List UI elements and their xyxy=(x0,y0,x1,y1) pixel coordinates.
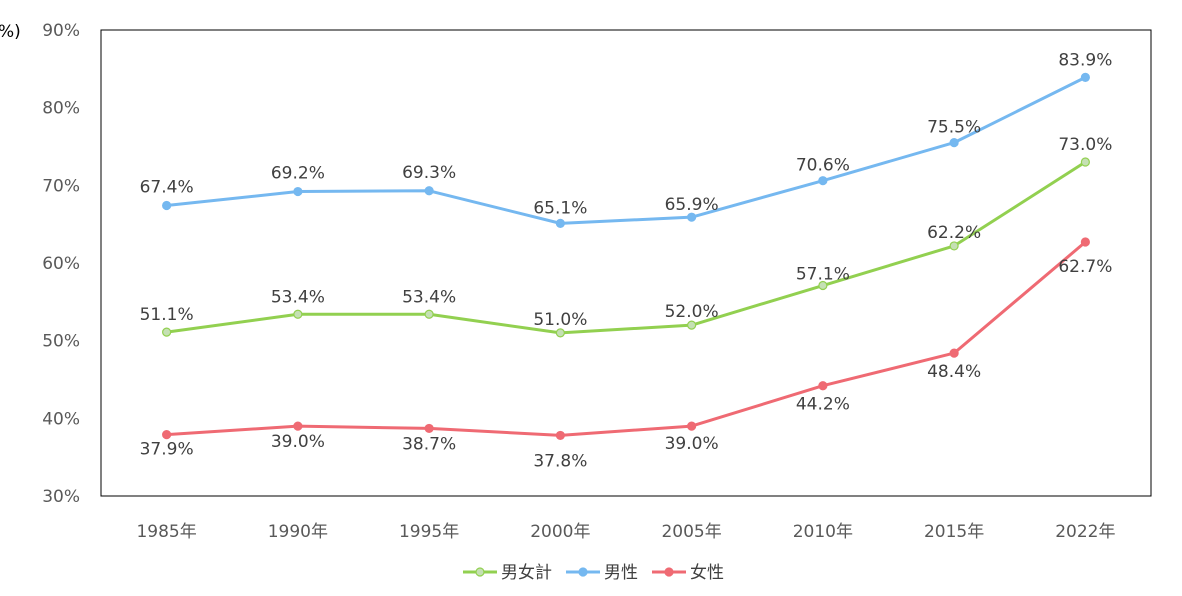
data-label: 48.4% xyxy=(927,362,981,382)
y-tick-label: 60% xyxy=(42,254,80,274)
data-point xyxy=(162,200,172,211)
y-tick-label: 50% xyxy=(42,332,80,352)
data-point xyxy=(162,327,172,337)
y-tick-label: 70% xyxy=(42,176,80,196)
data-point xyxy=(424,423,434,434)
series-line xyxy=(166,160,1087,335)
x-tick-label: 2015年 xyxy=(924,522,984,542)
series-line xyxy=(166,240,1087,437)
data-label: 39.0% xyxy=(665,434,719,454)
data-point xyxy=(818,176,828,186)
series-line xyxy=(166,76,1087,225)
y-tick-label: 30% xyxy=(42,487,80,507)
data-point xyxy=(1080,237,1090,247)
data-label: 53.4% xyxy=(271,287,325,307)
data-label: 62.2% xyxy=(927,223,981,243)
data-label: 73.0% xyxy=(1058,135,1112,155)
data-point xyxy=(949,348,959,358)
data-point xyxy=(555,328,565,338)
x-tick-label: 2005年 xyxy=(661,522,721,542)
plot-area-frame xyxy=(100,29,1152,497)
data-label: 65.1% xyxy=(533,198,587,218)
data-point xyxy=(555,218,565,228)
y-tick-label: 40% xyxy=(42,409,80,429)
data-point xyxy=(687,320,697,330)
data-label: 70.6% xyxy=(796,156,850,176)
data-point xyxy=(555,430,565,441)
y-axis-unit-label: %) xyxy=(0,22,21,42)
data-point xyxy=(293,186,303,197)
data-label: 57.1% xyxy=(796,265,850,285)
x-tick-label: 2000年 xyxy=(530,522,590,542)
data-label: 39.0% xyxy=(271,432,325,452)
data-label: 38.7% xyxy=(402,434,456,454)
data-point xyxy=(293,309,303,319)
data-label: 62.7% xyxy=(1058,257,1112,277)
x-axis-ticks: 1985年 1990年 1995年 2000年 2005年 2010年 2015年 2022年 xyxy=(136,522,1115,542)
legend-entry-label: 女性 xyxy=(690,563,724,583)
x-tick-label: 1990年 xyxy=(268,522,328,542)
x-tick-label: 2022年 xyxy=(1055,522,1115,542)
data-label: 37.9% xyxy=(140,440,194,460)
data-point xyxy=(818,381,828,391)
data-label: 51.0% xyxy=(533,310,587,330)
data-labels: 51.1% 53.4% 53.4% 51.0% 52.0% 57.1% 62.2% 73.0%… xyxy=(140,50,1113,471)
x-tick-label: 1985年 xyxy=(136,522,196,542)
data-label: 52.0% xyxy=(665,302,719,322)
legend: 男女計 男性 女性 xyxy=(463,563,724,583)
data-label: 67.4% xyxy=(140,178,194,198)
legend-entry-label: 男女計 xyxy=(501,563,552,583)
y-tick-label: 90% xyxy=(42,21,80,41)
data-point xyxy=(424,186,434,196)
data-point xyxy=(949,241,959,251)
data-label: 69.2% xyxy=(271,164,325,184)
data-point xyxy=(293,421,303,431)
data-point xyxy=(162,430,172,440)
legend-marker xyxy=(475,567,485,577)
data-point xyxy=(949,138,959,148)
x-tick-label: 2010年 xyxy=(793,522,853,542)
series-layer xyxy=(162,72,1090,441)
y-tick-label: 80% xyxy=(42,99,80,119)
data-label: 51.1% xyxy=(140,305,194,325)
data-label: 69.3% xyxy=(402,163,456,183)
legend-marker xyxy=(664,567,674,577)
legend-entry-label: 男性 xyxy=(604,563,638,583)
data-point xyxy=(818,280,828,291)
data-point xyxy=(1080,157,1090,167)
data-point xyxy=(1080,72,1090,82)
x-tick-label: 1995年 xyxy=(399,522,459,542)
data-label: 37.8% xyxy=(533,451,587,471)
data-label: 44.2% xyxy=(796,395,850,415)
data-point xyxy=(424,309,434,319)
data-point xyxy=(687,421,697,431)
data-label: 83.9% xyxy=(1058,50,1112,70)
y-axis-ticks: 30% 40% 50% 60% 70% 80% 90% xyxy=(42,21,80,507)
data-point xyxy=(687,212,697,222)
data-label: 75.5% xyxy=(927,118,981,138)
data-label: 53.4% xyxy=(402,287,456,307)
data-label: 65.9% xyxy=(665,195,719,215)
legend-marker xyxy=(578,567,588,577)
